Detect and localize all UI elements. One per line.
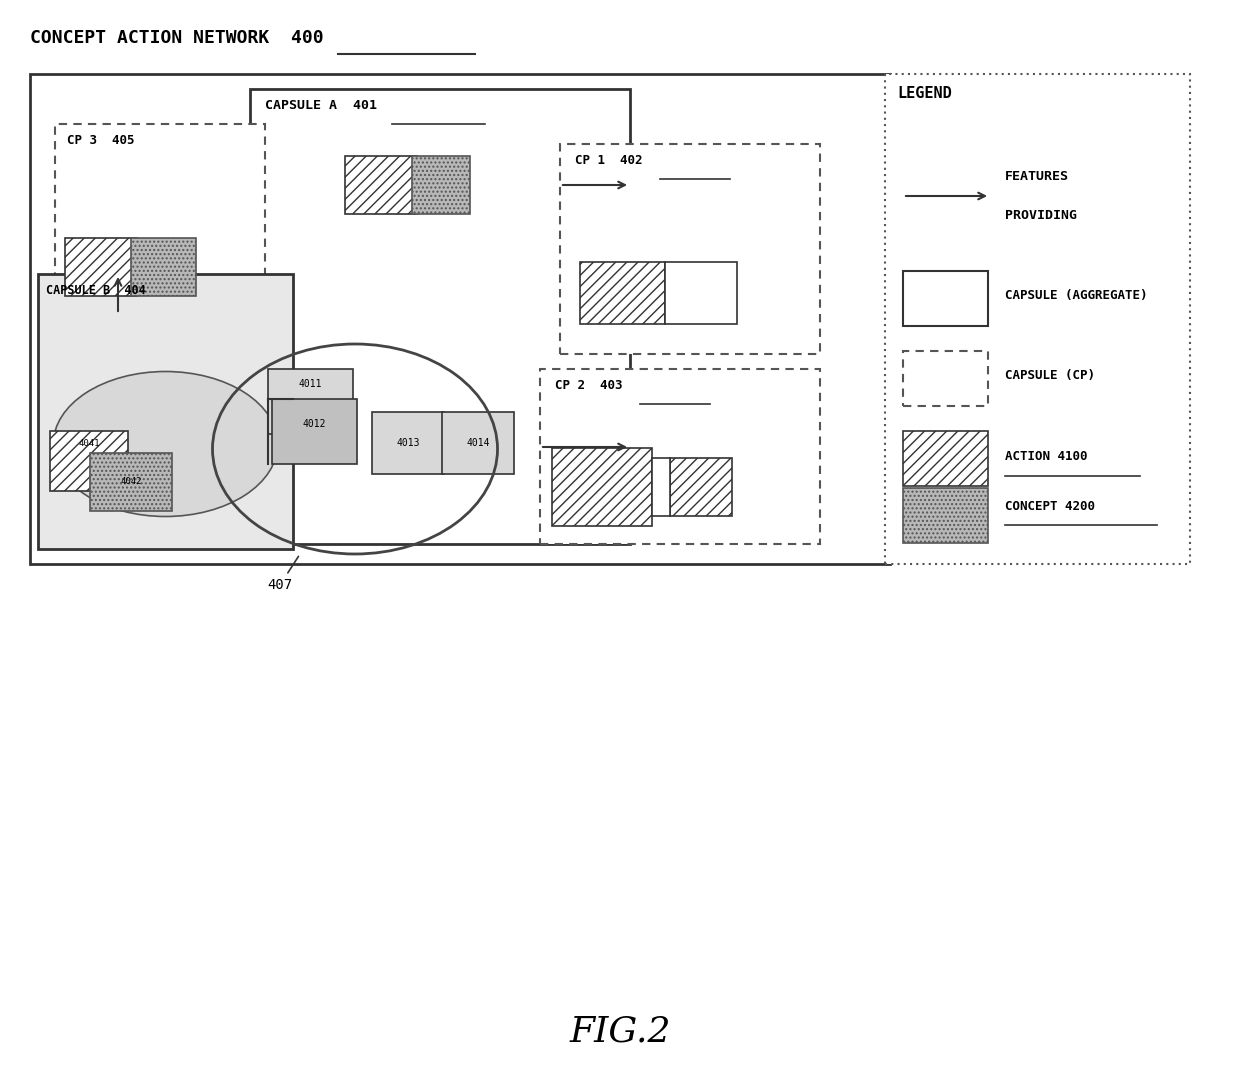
Bar [539, 369, 820, 544]
Text: CP 3  405: CP 3 405 [67, 134, 134, 147]
Bar [885, 74, 1190, 564]
Bar [38, 274, 293, 549]
Text: CAPSULE (CP): CAPSULE (CP) [1004, 370, 1095, 383]
Text: CAPSULE A  401: CAPSULE A 401 [265, 99, 377, 112]
Bar [903, 488, 988, 543]
Text: FIG.2: FIG.2 [569, 1015, 671, 1049]
Text: 4041: 4041 [78, 439, 99, 448]
Bar [665, 262, 737, 324]
Bar [652, 459, 670, 516]
Text: CP 1  402: CP 1 402 [575, 154, 642, 167]
Bar [55, 124, 265, 314]
Bar [64, 238, 136, 296]
Ellipse shape [53, 372, 278, 516]
Bar [903, 351, 988, 406]
Text: 4011: 4011 [299, 379, 322, 389]
Text: CONCEPT 4200: CONCEPT 4200 [1004, 501, 1095, 514]
Text: CONCEPT ACTION NETWORK  400: CONCEPT ACTION NETWORK 400 [30, 29, 324, 47]
Text: 4042: 4042 [120, 477, 141, 487]
Text: FEATURES: FEATURES [1004, 169, 1069, 182]
Bar [552, 448, 652, 526]
Bar [345, 156, 417, 214]
Bar [50, 431, 128, 491]
Bar [903, 271, 988, 326]
Bar [412, 156, 470, 214]
Text: CP 2  403: CP 2 403 [556, 379, 622, 392]
Bar [268, 369, 353, 434]
Bar [30, 74, 890, 564]
Bar [372, 412, 444, 474]
Bar [580, 262, 665, 324]
Bar [272, 399, 357, 464]
Text: ACTION 4100: ACTION 4100 [1004, 450, 1087, 463]
Text: 4014: 4014 [466, 438, 490, 448]
Text: PROVIDING: PROVIDING [1004, 209, 1078, 222]
Text: 407: 407 [268, 556, 299, 592]
Text: CAPSULE (AGGREGATE): CAPSULE (AGGREGATE) [1004, 289, 1147, 302]
Bar [250, 89, 630, 544]
Text: 4012: 4012 [303, 420, 326, 429]
Text: CAPSULE B  404: CAPSULE B 404 [46, 284, 146, 297]
Text: LEGEND: LEGEND [897, 86, 952, 101]
Text: 4013: 4013 [397, 438, 420, 448]
Bar [903, 431, 988, 486]
Bar [441, 412, 515, 474]
Bar [670, 459, 732, 516]
Bar [131, 238, 196, 296]
Bar [91, 453, 172, 511]
Bar [560, 144, 820, 354]
